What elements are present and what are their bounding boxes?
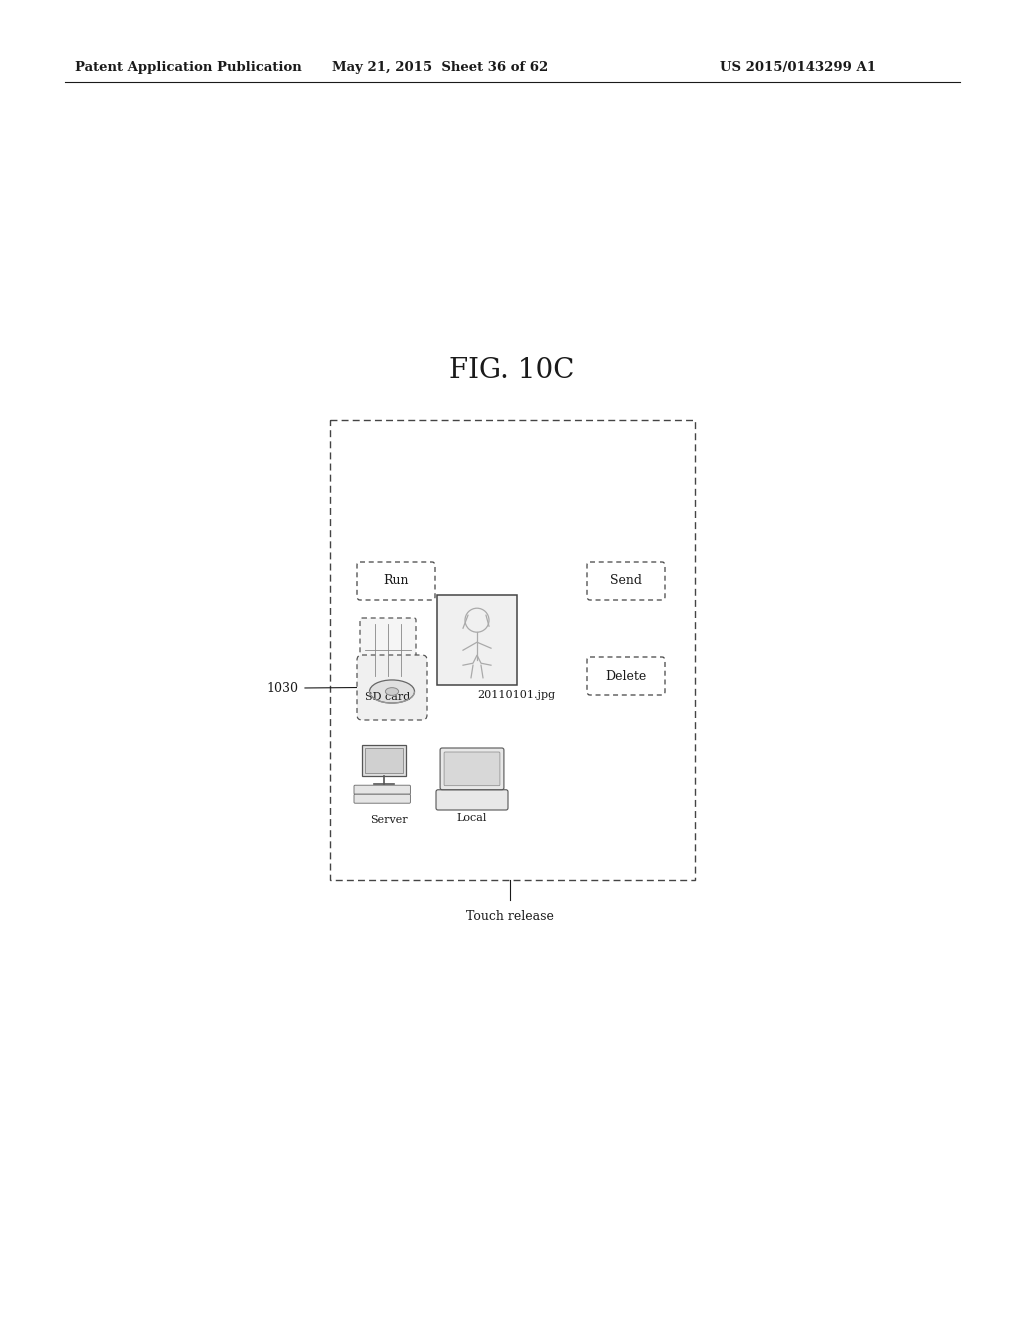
Text: Send: Send — [610, 574, 642, 587]
Ellipse shape — [370, 680, 415, 704]
FancyBboxPatch shape — [444, 752, 500, 785]
FancyBboxPatch shape — [360, 618, 416, 682]
Bar — [361, 744, 406, 776]
FancyBboxPatch shape — [436, 789, 508, 810]
FancyBboxPatch shape — [587, 562, 665, 601]
Text: Touch release: Touch release — [466, 909, 554, 923]
Bar — [437, 595, 517, 685]
FancyBboxPatch shape — [354, 795, 411, 803]
FancyBboxPatch shape — [587, 657, 665, 696]
Text: May 21, 2015  Sheet 36 of 62: May 21, 2015 Sheet 36 of 62 — [332, 62, 548, 74]
Text: Server: Server — [371, 814, 408, 825]
Bar — [330, 420, 695, 880]
Text: Patent Application Publication: Patent Application Publication — [75, 62, 302, 74]
Ellipse shape — [385, 688, 398, 696]
Bar — [365, 748, 403, 774]
FancyBboxPatch shape — [357, 655, 427, 719]
Text: 20110101.jpg: 20110101.jpg — [477, 690, 555, 700]
Text: Delete: Delete — [605, 669, 646, 682]
Text: FIG. 10C: FIG. 10C — [450, 356, 574, 384]
Text: SD card: SD card — [366, 692, 411, 702]
FancyBboxPatch shape — [440, 748, 504, 789]
FancyBboxPatch shape — [354, 785, 411, 795]
Text: Local: Local — [457, 813, 487, 822]
FancyBboxPatch shape — [357, 562, 435, 601]
Text: 1030: 1030 — [266, 681, 298, 694]
Text: US 2015/0143299 A1: US 2015/0143299 A1 — [720, 62, 876, 74]
Text: Run: Run — [383, 574, 409, 587]
